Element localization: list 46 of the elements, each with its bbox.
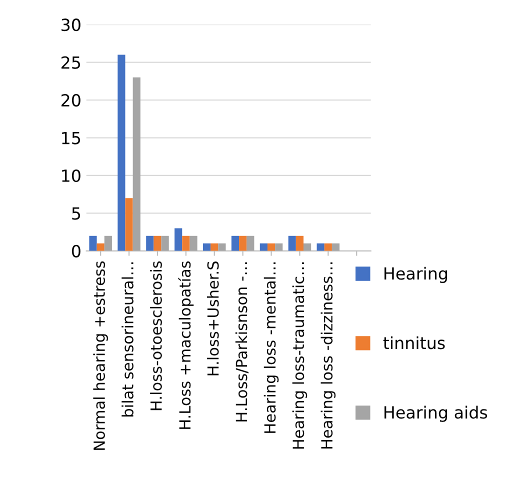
bar bbox=[324, 243, 332, 251]
bar bbox=[239, 236, 247, 251]
bar bbox=[218, 243, 226, 251]
legend-label: Hearing aids bbox=[384, 406, 488, 422]
bar bbox=[104, 236, 112, 251]
bar bbox=[288, 236, 296, 251]
bar bbox=[304, 243, 312, 251]
x-tick-label: Hearing loss -dizziness… bbox=[320, 262, 336, 449]
bar bbox=[267, 243, 276, 251]
bar bbox=[161, 236, 169, 251]
bar bbox=[132, 77, 140, 251]
bar bbox=[96, 243, 104, 251]
y-tick-label: 20 bbox=[62, 94, 80, 107]
x-tick-label: H.Loss/Parkisnson -… bbox=[235, 262, 248, 422]
bar bbox=[154, 236, 162, 251]
bar bbox=[246, 236, 254, 251]
bar bbox=[146, 236, 154, 251]
bar bbox=[332, 243, 340, 251]
x-tick-label: Hearing loss -mental… bbox=[264, 262, 279, 433]
bar bbox=[174, 228, 182, 251]
bar bbox=[210, 243, 218, 251]
legend-label: Hearing bbox=[384, 266, 447, 283]
y-tick-label: 10 bbox=[62, 169, 80, 182]
y-tick-label: 15 bbox=[62, 132, 80, 144]
bar bbox=[231, 236, 240, 251]
bar bbox=[296, 236, 304, 251]
x-tick-label: H.Loss +maculopatías bbox=[178, 261, 194, 429]
y-tick-label: 5 bbox=[72, 207, 80, 220]
bar bbox=[89, 236, 97, 251]
bar bbox=[118, 54, 126, 251]
bar bbox=[190, 236, 198, 251]
bar bbox=[275, 243, 283, 251]
x-tick-label: Normal hearing +estress bbox=[93, 261, 108, 450]
x-tick-label: Hearing loss-traumatic… bbox=[292, 262, 308, 449]
x-tick-label: H.loss-otoesclerosis bbox=[150, 261, 162, 410]
bar bbox=[202, 243, 211, 251]
y-tick-label: 0 bbox=[72, 244, 80, 258]
x-tick-label: H.loss+Usher.S bbox=[206, 261, 219, 376]
bar bbox=[182, 236, 190, 251]
x-tick-label: bilat sensorineural… bbox=[122, 262, 134, 416]
bar bbox=[125, 198, 133, 251]
bar bbox=[316, 243, 324, 251]
legend-label: tinnitus bbox=[383, 336, 445, 350]
y-tick-label: 30 bbox=[62, 18, 80, 32]
bar bbox=[260, 243, 268, 251]
y-tick-label: 25 bbox=[62, 56, 80, 69]
